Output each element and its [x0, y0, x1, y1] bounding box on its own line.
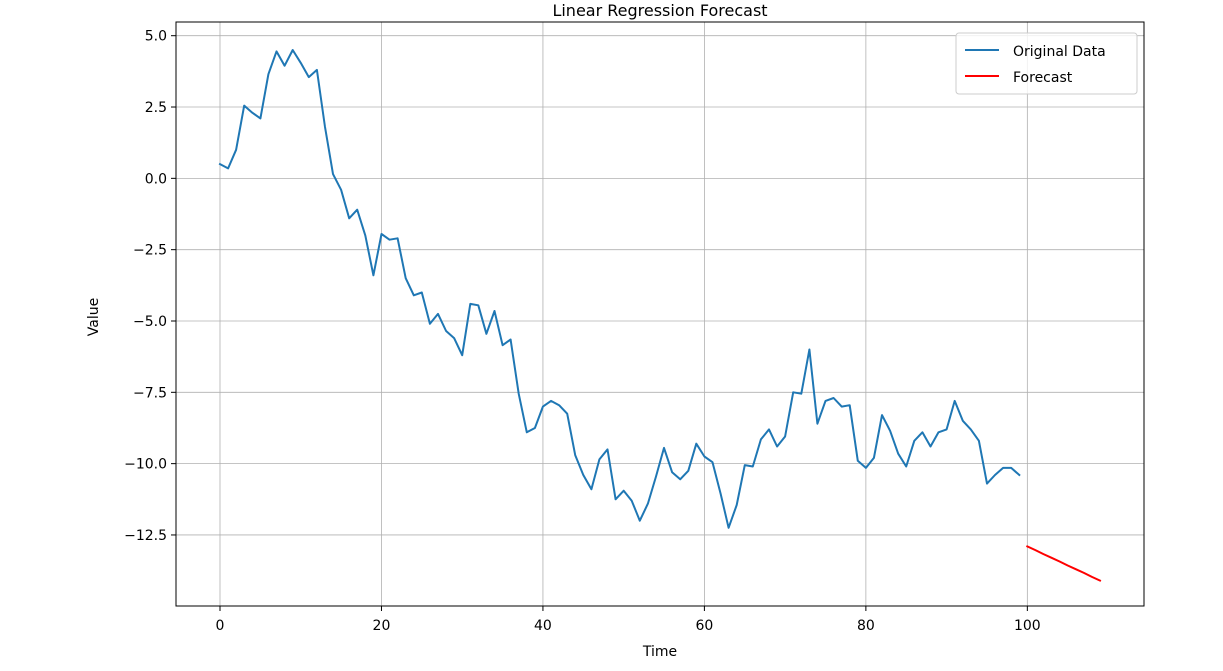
y-tick-label: −2.5 [133, 243, 167, 259]
x-tick-label: 60 [695, 618, 713, 634]
y-tick-label: 2.5 [145, 100, 167, 116]
x-tick-label: 80 [857, 618, 875, 634]
legend: Original Data Forecast [955, 32, 1138, 95]
x-tick-label: 40 [534, 618, 552, 634]
legend-box [955, 32, 1138, 95]
legend-label-original: Original Data [1013, 44, 1106, 60]
x-tick-label: 100 [1014, 618, 1041, 634]
y-axis: 5.0 2.5 0.0 −2.5 −5.0 −7.5 −10.0 −12.5 [124, 29, 176, 544]
plot-frame [175, 21, 1145, 607]
series-line-forecast [1025, 545, 1102, 582]
x-tick-label: 0 [216, 618, 225, 634]
y-tick-label: −7.5 [133, 385, 167, 401]
y-tick-label: 5.0 [145, 29, 167, 45]
series-layer [218, 49, 1102, 582]
y-tick-label: 0.0 [145, 171, 167, 187]
x-axis: 0 20 40 60 80 100 [216, 606, 1041, 634]
x-axis-label: Time [642, 644, 677, 660]
legend-label-forecast: Forecast [1013, 70, 1073, 86]
chart-title: Linear Regression Forecast [552, 1, 767, 20]
x-tick-label: 20 [373, 618, 391, 634]
y-tick-label: −12.5 [124, 528, 167, 544]
y-axis-label: Value [86, 298, 102, 336]
y-tick-label: −10.0 [124, 457, 167, 473]
series-line-original-data [218, 49, 1021, 529]
y-tick-label: −5.0 [133, 314, 167, 330]
